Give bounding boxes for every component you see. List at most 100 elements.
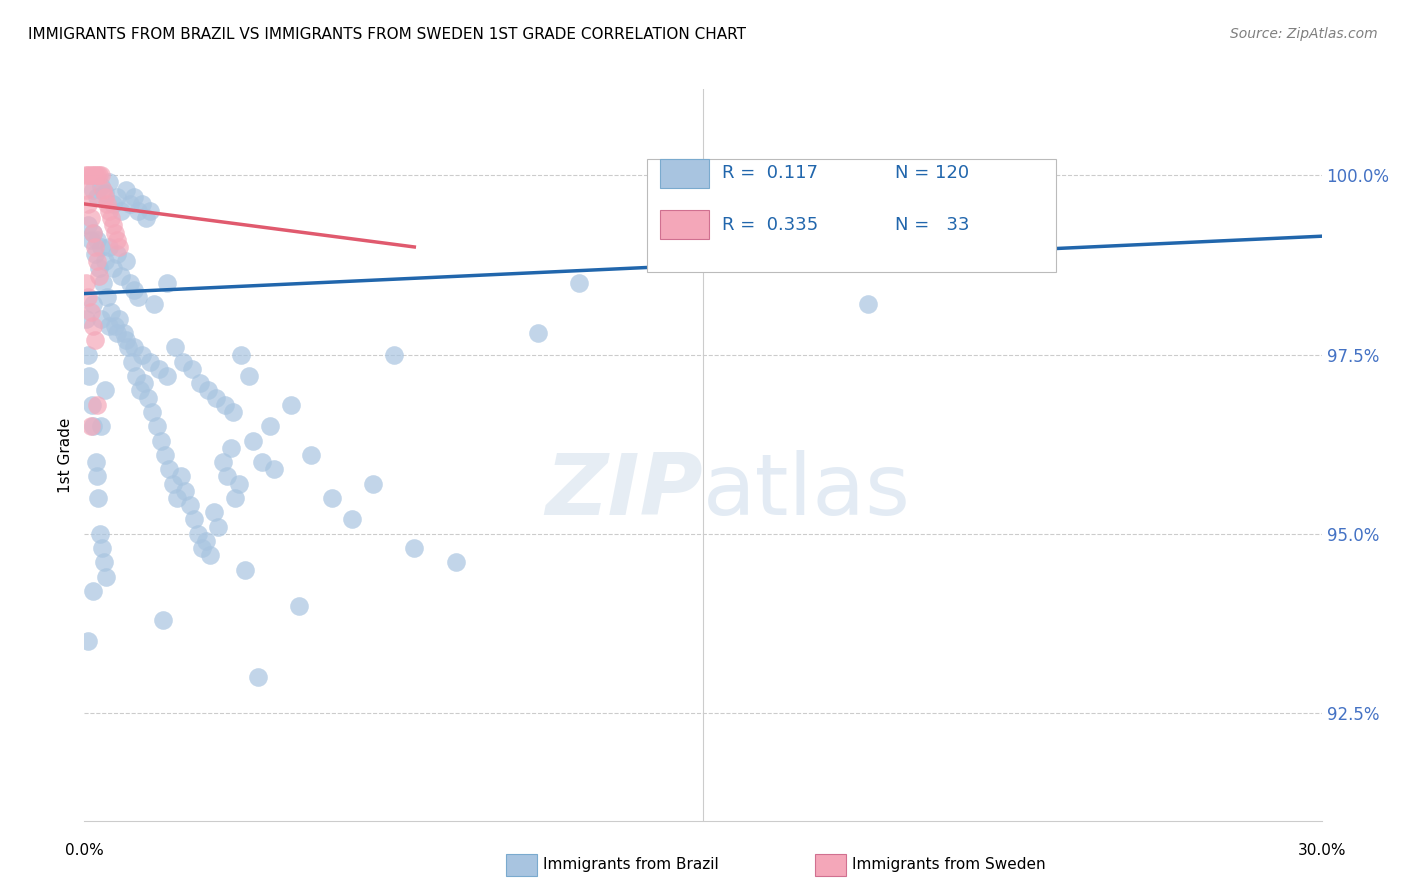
Point xyxy=(104,318,127,333)
Point xyxy=(98,176,121,190)
Point xyxy=(77,197,100,211)
Point xyxy=(89,526,111,541)
Point xyxy=(156,276,179,290)
Point xyxy=(127,204,149,219)
Point xyxy=(108,240,131,254)
Text: 0.0%: 0.0% xyxy=(65,843,104,858)
Point xyxy=(321,491,343,505)
Point xyxy=(174,483,197,498)
Point xyxy=(83,247,105,261)
Point xyxy=(183,512,205,526)
Point xyxy=(156,369,179,384)
Point xyxy=(250,455,273,469)
Point xyxy=(197,384,219,398)
Point xyxy=(165,340,187,354)
Point xyxy=(205,391,228,405)
Point xyxy=(77,290,100,304)
Point xyxy=(135,211,157,226)
Point xyxy=(83,333,105,347)
Point xyxy=(108,311,131,326)
Point xyxy=(82,226,104,240)
Point xyxy=(103,219,125,233)
Point xyxy=(80,398,103,412)
Text: R =  0.335: R = 0.335 xyxy=(721,216,818,234)
Point xyxy=(856,297,879,311)
Point xyxy=(79,233,101,247)
Y-axis label: 1st Grade: 1st Grade xyxy=(58,417,73,492)
Point xyxy=(207,519,229,533)
Point xyxy=(939,168,962,182)
Point xyxy=(152,613,174,627)
Point xyxy=(86,491,108,505)
Point xyxy=(75,183,97,197)
Point xyxy=(79,419,101,434)
Point xyxy=(118,197,141,211)
Point xyxy=(77,168,100,182)
Point xyxy=(122,283,145,297)
Point xyxy=(84,455,107,469)
Point xyxy=(79,369,101,384)
Point xyxy=(195,533,218,548)
Point xyxy=(153,448,176,462)
Point xyxy=(96,197,118,211)
Point xyxy=(1022,168,1045,182)
Point xyxy=(136,391,159,405)
Point xyxy=(148,362,170,376)
Point xyxy=(82,168,104,182)
Point xyxy=(219,441,242,455)
Point xyxy=(233,563,256,577)
Point xyxy=(122,340,145,354)
Point xyxy=(222,405,245,419)
Point xyxy=(112,326,135,340)
Point xyxy=(98,240,121,254)
Point xyxy=(568,276,591,290)
Point xyxy=(94,190,117,204)
Point xyxy=(188,376,211,391)
Text: Immigrants from Brazil: Immigrants from Brazil xyxy=(543,857,718,871)
Text: IMMIGRANTS FROM BRAZIL VS IMMIGRANTS FROM SWEDEN 1ST GRADE CORRELATION CHART: IMMIGRANTS FROM BRAZIL VS IMMIGRANTS FRO… xyxy=(28,27,747,42)
Point xyxy=(86,254,108,268)
Point xyxy=(110,204,132,219)
Point xyxy=(94,186,117,201)
Point xyxy=(202,505,225,519)
Point xyxy=(280,398,302,412)
Text: atlas: atlas xyxy=(703,450,911,533)
Point xyxy=(83,240,105,254)
Point xyxy=(342,512,364,526)
Point xyxy=(118,276,141,290)
Point xyxy=(90,179,112,194)
Point xyxy=(86,168,108,182)
Point xyxy=(162,476,184,491)
Point xyxy=(86,398,108,412)
Point xyxy=(404,541,426,556)
Point xyxy=(127,290,149,304)
FancyBboxPatch shape xyxy=(659,210,709,239)
Point xyxy=(77,219,100,233)
Point xyxy=(82,183,104,197)
Point xyxy=(242,434,264,448)
Point xyxy=(170,469,193,483)
Point xyxy=(86,190,108,204)
Point xyxy=(172,354,194,368)
Point xyxy=(86,469,108,483)
Text: Source: ZipAtlas.com: Source: ZipAtlas.com xyxy=(1230,27,1378,41)
Point xyxy=(91,183,114,197)
Point xyxy=(229,347,252,361)
Point xyxy=(98,204,121,219)
Point xyxy=(110,268,132,283)
Point xyxy=(145,419,167,434)
Point xyxy=(79,304,101,318)
Point xyxy=(157,462,180,476)
Point xyxy=(191,541,214,556)
Point xyxy=(125,369,148,384)
Point xyxy=(131,347,153,361)
Point xyxy=(82,318,104,333)
Point xyxy=(87,261,110,276)
Point xyxy=(87,268,110,283)
Point xyxy=(299,448,322,462)
Point xyxy=(131,197,153,211)
Point xyxy=(96,290,118,304)
Point xyxy=(100,211,122,226)
Point xyxy=(134,376,156,391)
Point xyxy=(75,311,97,326)
